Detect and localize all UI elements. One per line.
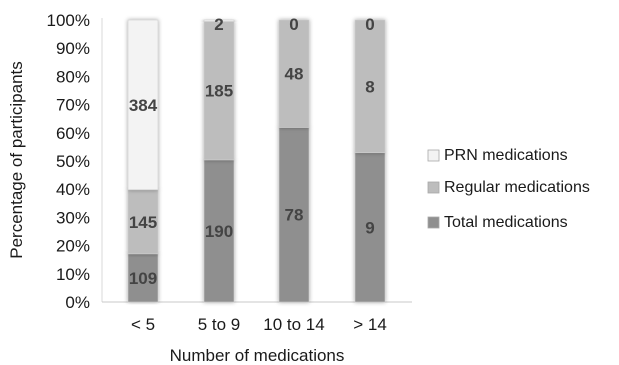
data-label: 145 [129,213,157,232]
bar-segment [203,159,235,303]
bar-segment [203,21,235,161]
y-tick-label: 100% [47,11,90,30]
legend-swatch [427,149,440,162]
legend-label: Total medications [444,214,568,231]
legend-label: Regular medications [444,179,590,196]
y-axis-title: Percentage of participants [7,61,26,259]
x-tick-label: < 5 [131,315,155,334]
data-label: 0 [289,15,298,34]
y-tick-label: 30% [56,208,90,227]
data-label: 78 [285,206,304,225]
data-label: 2 [214,15,223,34]
x-tick-label: 10 to 14 [263,315,324,334]
y-tick-label: 70% [56,96,90,115]
legend-item: PRN medications [427,147,568,164]
x-tick-label: > 14 [353,315,387,334]
legend-item: Total medications [427,214,568,231]
bar-segment [354,19,386,154]
y-tick-label: 0% [65,293,90,312]
y-tick-label: 50% [56,152,90,171]
bar-segment [127,19,159,191]
data-label: 384 [129,96,158,115]
bar-segment [127,253,159,303]
legend-item: Regular medications [427,179,590,196]
legend-swatch [427,181,440,194]
x-tick-label: 5 to 9 [198,315,241,334]
y-tick-label: 40% [56,180,90,199]
x-tick-labels: < 5 5 to 9 10 to 14 > 14 [131,315,387,334]
data-label: 190 [205,222,233,241]
data-label: 9 [365,218,374,237]
bar-segment [203,19,235,22]
y-tick-label: 80% [56,67,90,86]
y-tick-label: 60% [56,124,90,143]
bar-segment [278,127,310,303]
data-label: 109 [129,269,157,288]
bar-segment [278,19,310,128]
legend: PRN medications Regular medications Total … [427,147,590,231]
bar-stack: 109 145 384 [127,19,159,303]
bar-stack: 9 8 0 [354,15,386,303]
y-tick-labels: 0% 10% 20% 30% 40% 50% 60% 70% 80% 90% 100% [47,11,90,312]
data-label: 48 [285,65,304,84]
data-label: 0 [365,15,374,34]
y-tick-label: 90% [56,39,90,58]
y-tick-label: 10% [56,265,90,284]
bars: 109 145 384 190 185 2 78 48 0 9 8 0 [127,15,386,303]
bar-stack: 78 48 0 [278,15,310,303]
x-axis-title: Number of medications [170,346,345,365]
data-label: 185 [205,82,233,101]
bar-stack: 190 185 2 [203,15,235,303]
data-label: 8 [365,77,374,96]
y-tick-label: 20% [56,237,90,256]
legend-label: PRN medications [444,147,568,164]
legend-swatch [427,216,440,229]
